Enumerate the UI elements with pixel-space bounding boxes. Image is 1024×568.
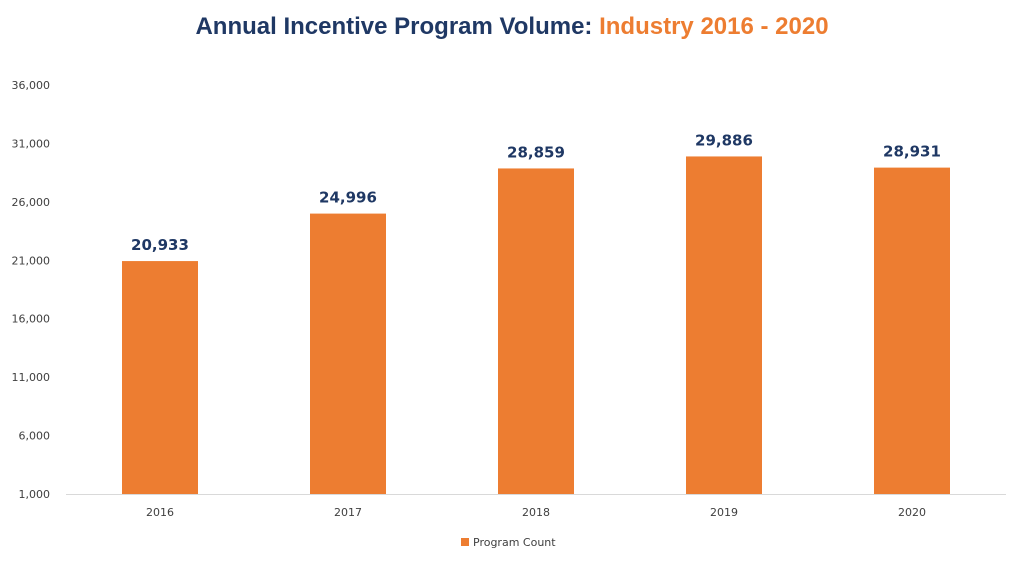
data-label-2017: 24,996	[319, 189, 377, 207]
chart-title-accent: Industry 2016 - 2020	[599, 13, 829, 40]
chart-title: Annual Incentive Program Volume: Industr…	[0, 10, 1024, 44]
x-tick-label-2020: 2020	[898, 506, 926, 519]
x-tick-label-2018: 2018	[522, 506, 550, 519]
y-tick-label: 36,000	[12, 79, 51, 92]
legend-label: Program Count	[473, 536, 556, 549]
y-tick-label: 26,000	[12, 196, 51, 209]
bar-2019	[686, 156, 762, 494]
data-label-2016: 20,933	[131, 236, 189, 254]
x-tick-label-2016: 2016	[146, 506, 174, 519]
bars: 20,933 24,996 28,859 29,886 28,931	[122, 131, 950, 494]
y-axis: 1,000 6,000 11,000 16,000 21,000 26,000 31,000…	[12, 79, 51, 501]
legend: Program Count	[461, 536, 556, 549]
x-tick-label-2017: 2017	[334, 506, 362, 519]
bar-2018	[498, 168, 574, 494]
x-tick-label-2019: 2019	[710, 506, 738, 519]
data-label-2020: 28,931	[883, 143, 941, 161]
legend-swatch	[461, 538, 469, 546]
bar-2017	[310, 213, 386, 494]
y-tick-label: 16,000	[12, 313, 51, 326]
y-tick-label: 1,000	[19, 488, 51, 501]
chart-title-main: Annual Incentive Program Volume:	[195, 13, 600, 40]
data-label-2019: 29,886	[695, 131, 753, 149]
y-tick-label: 31,000	[12, 137, 51, 150]
data-label-2018: 28,859	[507, 143, 565, 161]
y-tick-label: 21,000	[12, 254, 51, 267]
bar-2020	[874, 167, 950, 494]
x-axis: 2016 2017 2018 2019 2020	[146, 506, 926, 519]
bar-2016	[122, 261, 198, 494]
y-tick-label: 6,000	[19, 430, 51, 443]
y-tick-label: 11,000	[12, 371, 51, 384]
